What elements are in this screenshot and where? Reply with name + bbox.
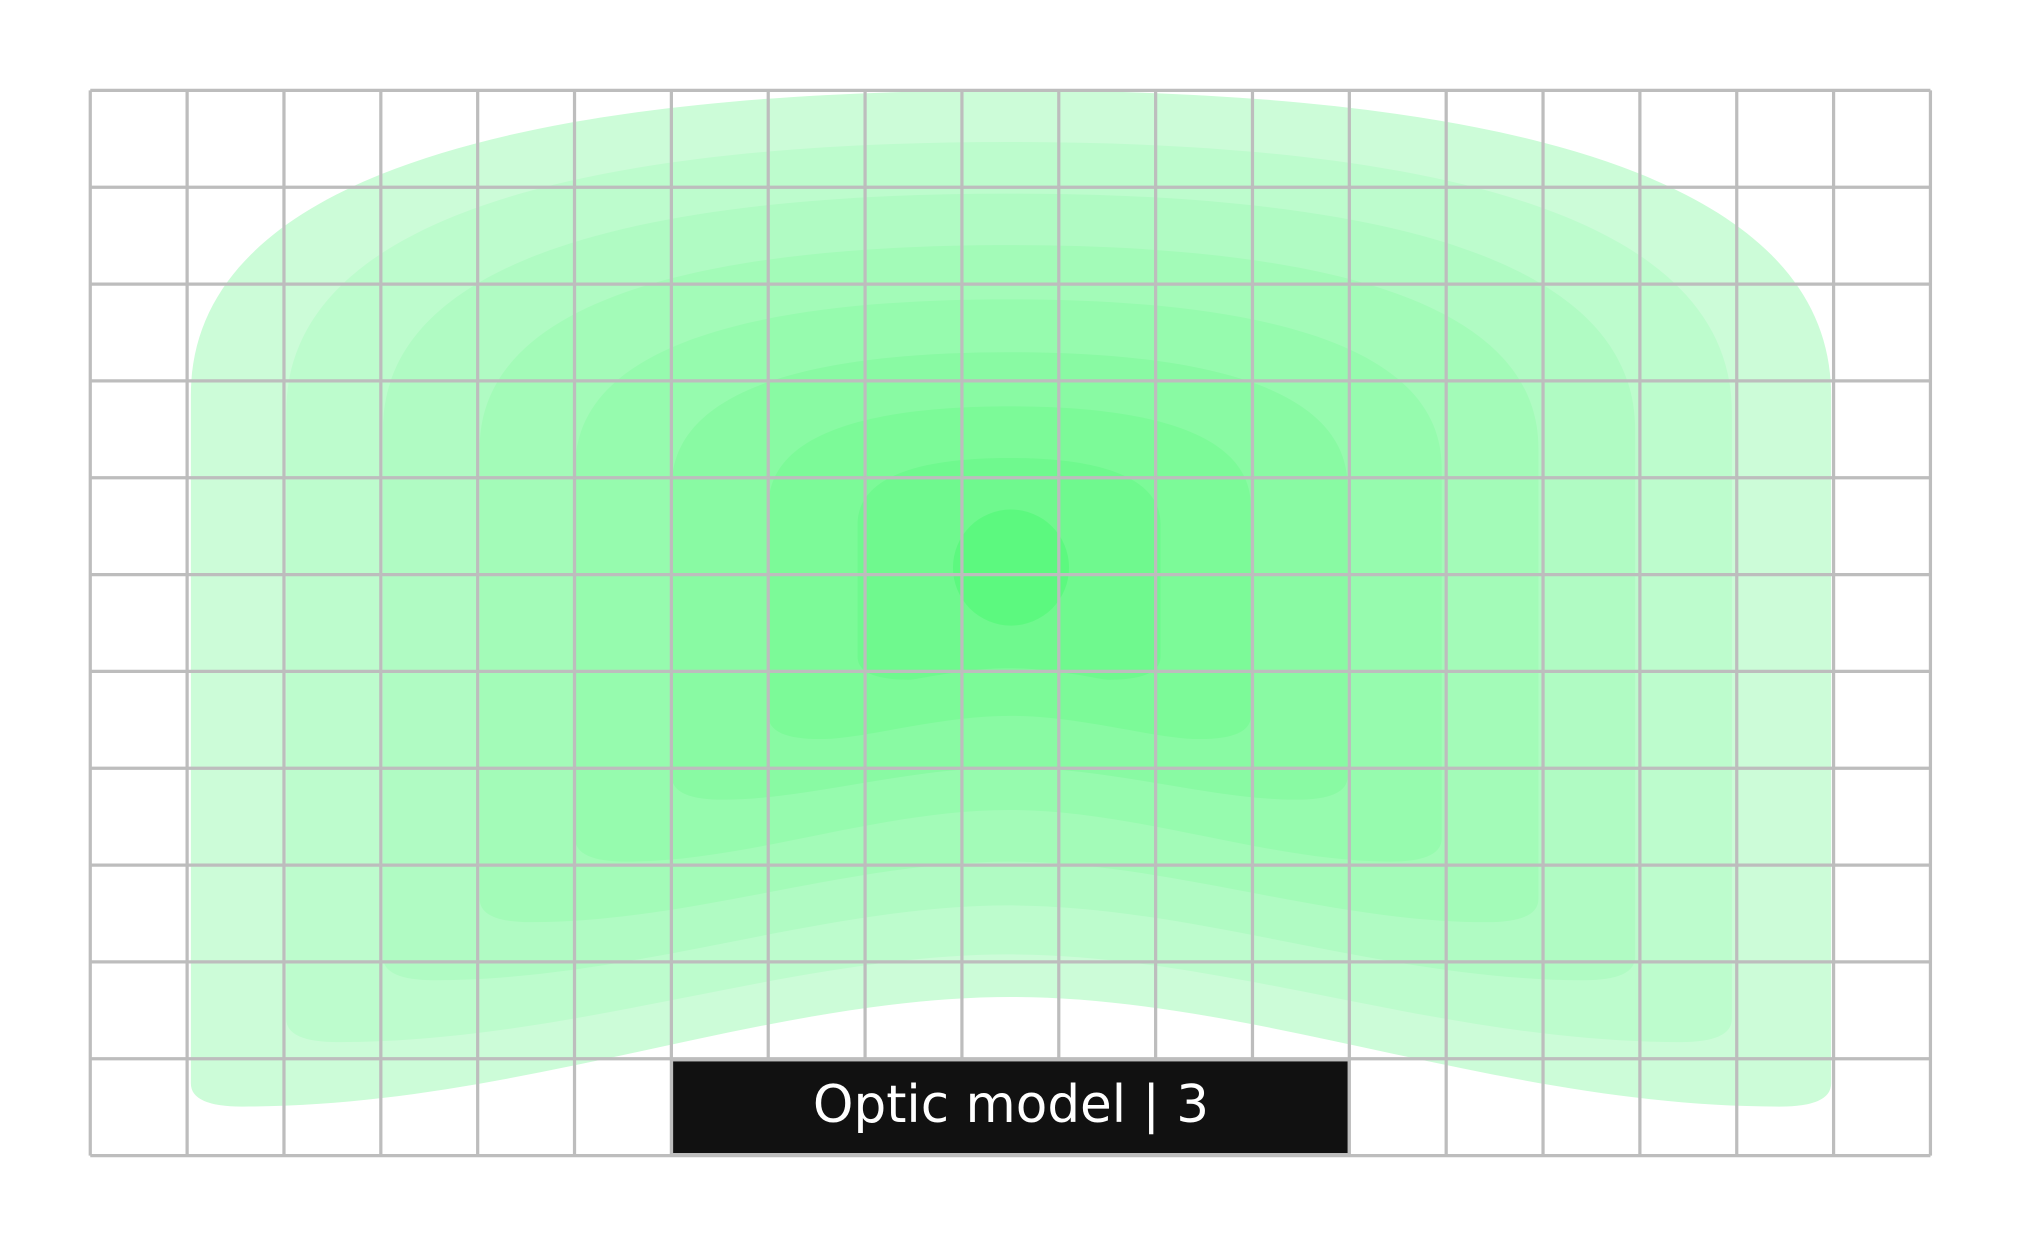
- label-background: [670, 1058, 1351, 1156]
- label-box: Optic model | 3: [670, 1058, 1351, 1156]
- contour-core: [952, 509, 1070, 626]
- contour-field: [190, 90, 1832, 1107]
- label: Optic model | 3: [813, 1075, 1209, 1135]
- grid: [88, 88, 1933, 1158]
